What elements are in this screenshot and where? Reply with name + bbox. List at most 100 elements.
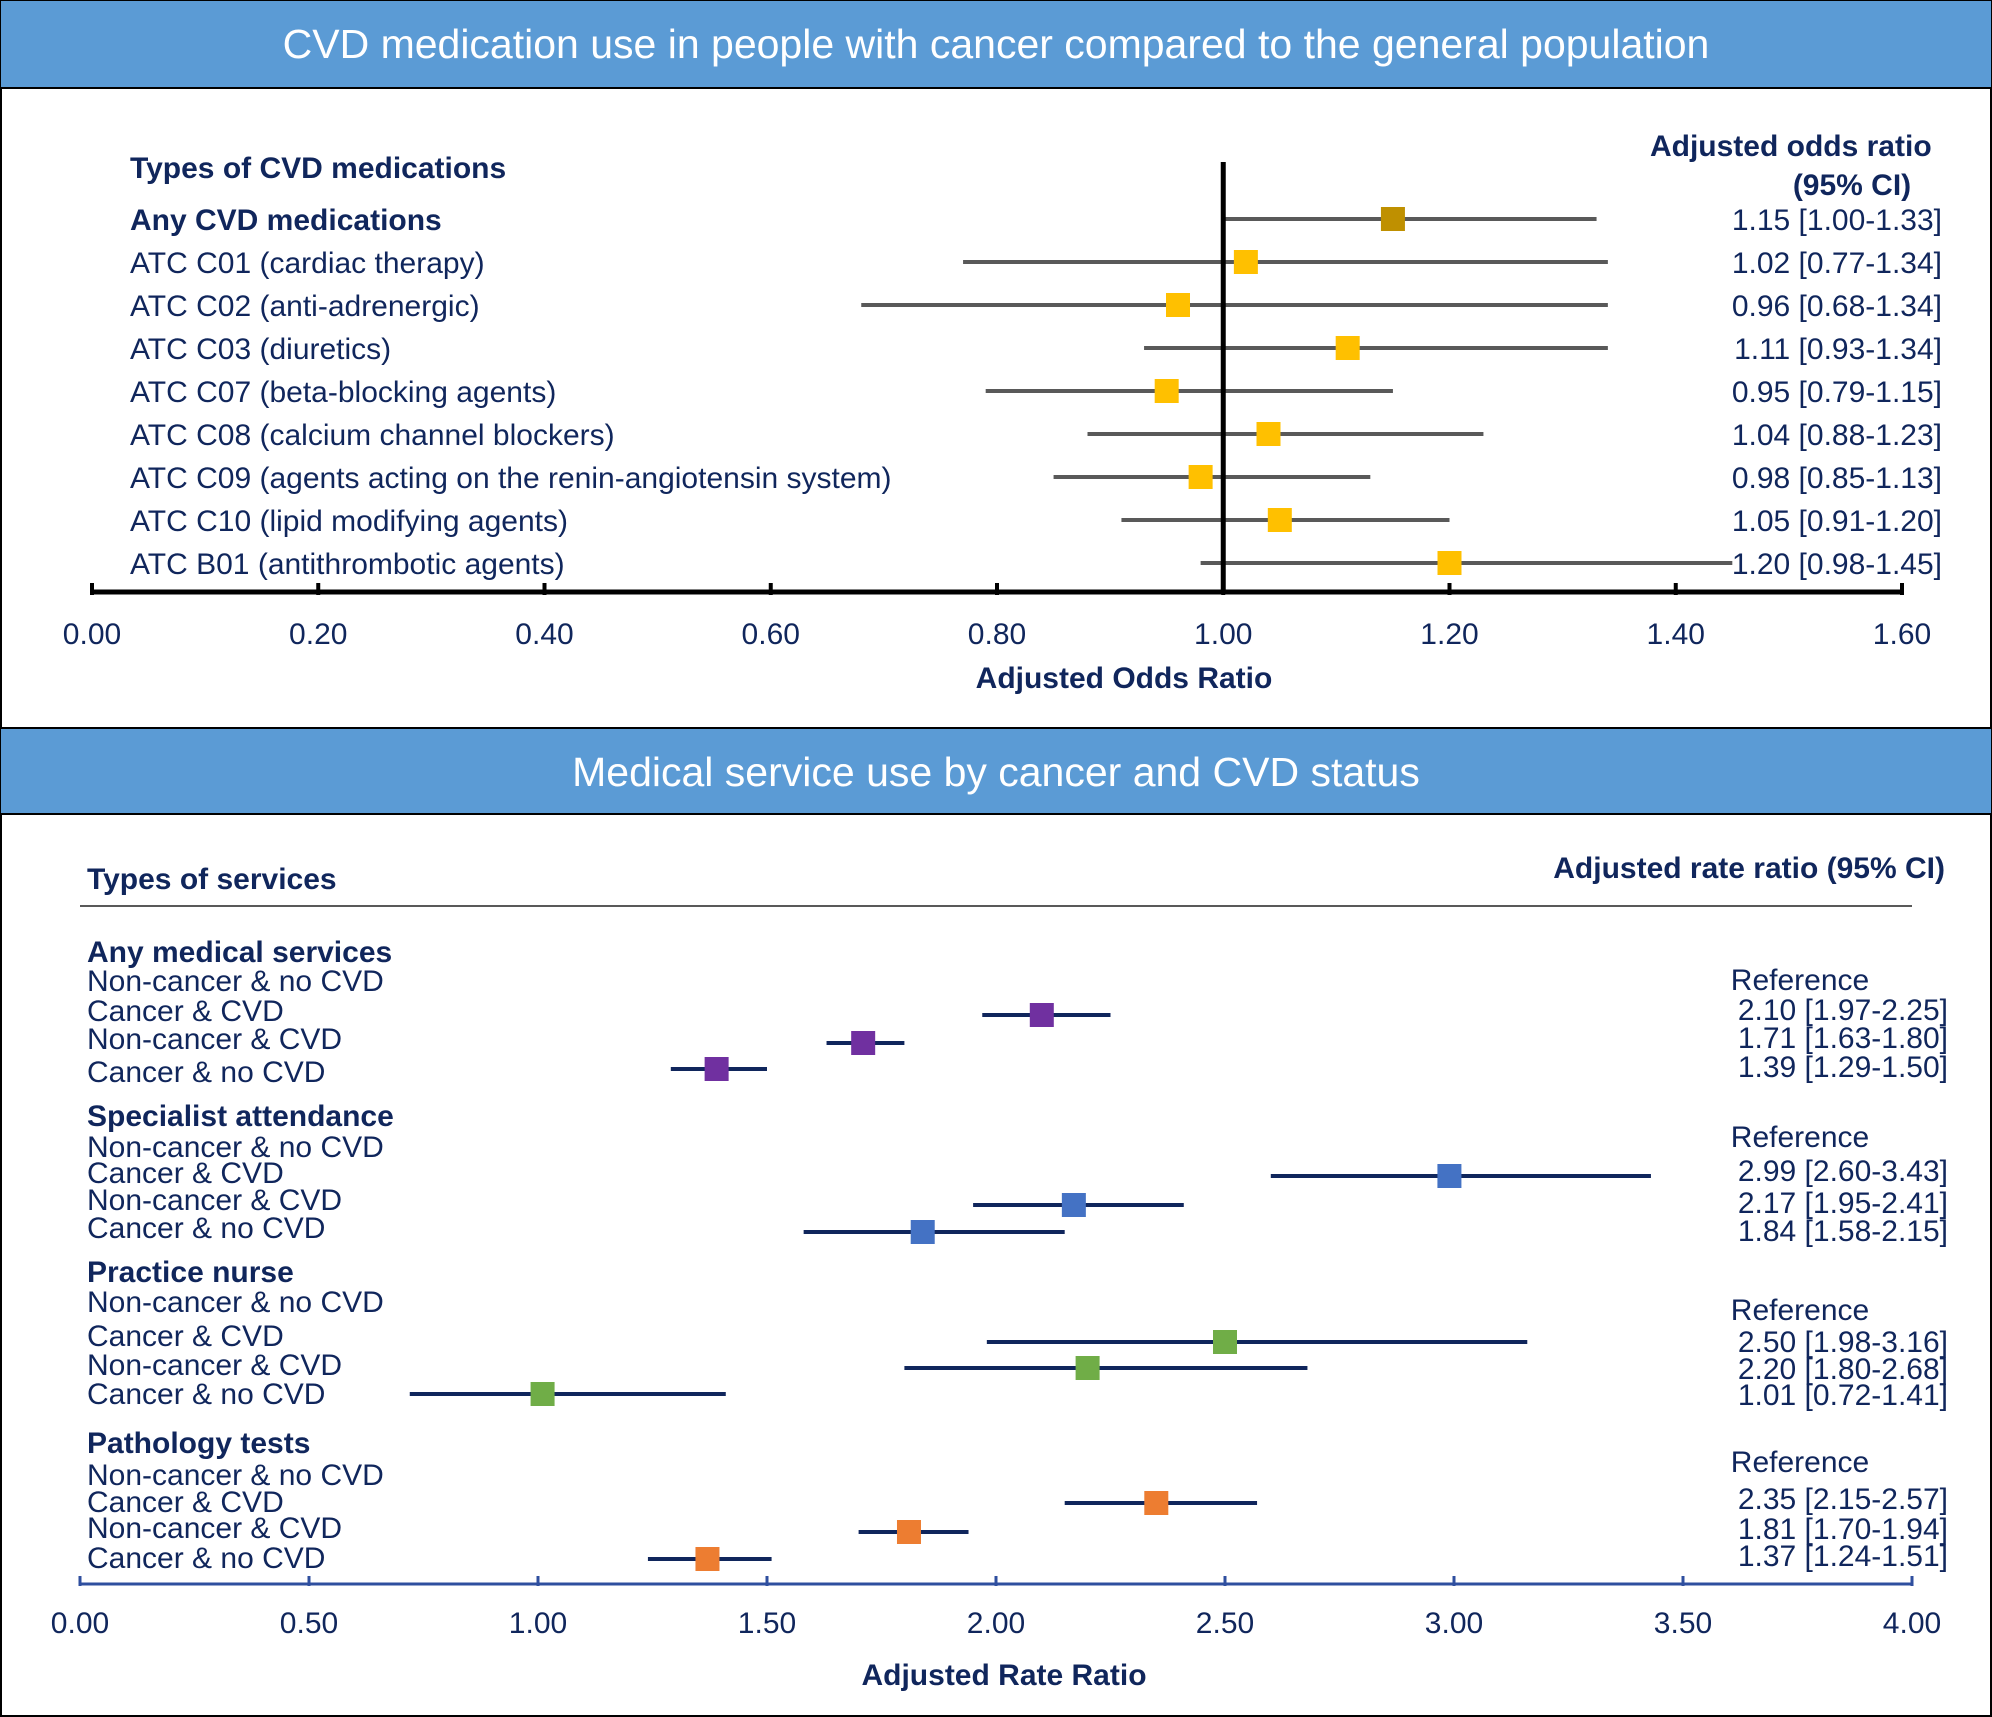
row-label: ATC C08 (calcium channel blockers) [130,419,615,452]
panel-1-title-banner [1,1,1991,88]
point-estimate-marker [1267,508,1292,532]
point-estimate-marker [1075,1356,1100,1380]
point-estimate-marker [910,1220,935,1244]
row-label: Non-cancer & CVD [87,1184,342,1217]
point-estimate-marker [1061,1193,1086,1217]
panel-2-title-banner [1,729,1991,814]
panel-1-right-header-line2: (95% CI) [1793,169,1911,202]
point-estimate-marker [1154,379,1179,403]
panel-1: CVD medication use in people with cancer… [1,1,1991,695]
ci-value-label: Reference [1731,1294,1869,1327]
point-estimate-marker [1029,1003,1054,1027]
row-label: Non-cancer & no CVD [87,965,384,998]
panel-2-x-axis-label: Adjusted Rate Ratio [861,1659,1146,1692]
point-estimate-marker [1256,422,1281,446]
panel-2-title: Medical service use by cancer and CVD st… [572,749,1420,795]
point-estimate-marker [1144,1491,1169,1515]
point-estimate-marker [530,1382,555,1406]
group-header: Specialist attendance [87,1100,394,1133]
panel-2: Medical service use by cancer and CVD st… [1,727,1991,1692]
row-label: Cancer & CVD [87,1486,284,1519]
ci-value-label: 1.20 [0.98-1.45] [1732,548,1942,581]
row-label: Cancer & CVD [87,995,284,1028]
ci-value-label: 0.96 [0.68-1.34] [1732,290,1942,323]
row-label: Cancer & CVD [87,1320,284,1353]
point-estimate-marker [1335,336,1360,360]
x-tick-label: 1.40 [1647,618,1705,651]
row-label: Non-cancer & CVD [87,1512,342,1545]
panel-1-x-axis: 0.00 0.20 0.40 0.60 0.80 1.00 1.20 1.40 1.60 [63,162,1931,651]
row-label: ATC C07 (beta-blocking agents) [130,376,556,409]
ci-value-label: 0.95 [0.79-1.15] [1732,376,1942,409]
point-estimate-marker [1233,250,1258,274]
x-tick-label: 4.00 [1883,1607,1941,1640]
x-tick-label: 2.00 [967,1607,1025,1640]
row-label: ATC C03 (diuretics) [130,333,391,366]
point-estimate-marker [1380,207,1405,231]
ci-value-label: 1.04 [0.88-1.23] [1732,419,1942,452]
row-label: ATC C02 (anti-adrenergic) [130,290,480,323]
point-estimate-marker [695,1547,720,1571]
row-label: Cancer & CVD [87,1157,284,1190]
ci-value-label: 1.05 [0.91-1.20] [1732,505,1942,538]
row-label: ATC C01 (cardiac therapy) [130,247,485,280]
ci-value-label: 2.10 [1.97-2.25] [1738,994,1948,1027]
row-label: Non-cancer & no CVD [87,1286,384,1319]
ci-value-label: 0.98 [0.85-1.13] [1732,462,1942,495]
x-tick-label: 1.00 [509,1607,567,1640]
point-estimate-marker [1437,551,1462,575]
ci-value-label: 1.01 [0.72-1.41] [1738,1379,1948,1412]
row-label: ATC C10 (lipid modifying agents) [130,505,568,538]
row-label: Any CVD medications [130,204,442,237]
ci-value-label: 1.39 [1.29-1.50] [1738,1051,1948,1084]
ci-value-label: 2.17 [1.95-2.41] [1738,1187,1948,1220]
x-tick-label: 1.50 [738,1607,796,1640]
row-label: Cancer & no CVD [87,1542,325,1575]
ci-value-label: Reference [1731,1121,1869,1154]
x-tick-label: 1.00 [1194,618,1252,651]
x-tick-label: 0.00 [51,1607,109,1640]
row-label: Non-cancer & no CVD [87,1459,384,1492]
ci-value-label: 1.15 [1.00-1.33] [1732,204,1942,237]
ci-value-label: 1.81 [1.70-1.94] [1738,1513,1948,1546]
ci-value-label: 1.71 [1.63-1.80] [1738,1022,1948,1055]
panel-2-left-header: Types of services [87,863,337,896]
panel-1-right-header: Adjusted odds ratio (95% CI) [1650,130,1940,202]
x-tick-label: 3.00 [1425,1607,1483,1640]
row-label: ATC B01 (antithrombotic agents) [130,548,565,581]
x-tick-label: 0.50 [280,1607,338,1640]
x-tick-label: 0.60 [742,618,800,651]
x-tick-label: 0.20 [289,618,347,651]
panel-1-right-header-line1: Adjusted odds ratio [1650,130,1932,163]
ci-value-label: 1.11 [0.93-1.34] [1734,333,1942,366]
panel-1-rows: Any CVD medications 1.15 [1.00-1.33] ATC C… [130,204,1942,581]
point-estimate-marker [896,1520,921,1544]
group-header: Pathology tests [87,1427,310,1460]
row-label: Cancer & no CVD [87,1212,325,1245]
point-estimate-marker [1188,465,1213,489]
row-label: Non-cancer & CVD [87,1023,342,1056]
group-header: Any medical services [87,936,392,969]
x-tick-label: 0.80 [968,618,1026,651]
ci-value-label: 1.02 [0.77-1.34] [1732,247,1942,280]
ci-value-label: 2.35 [2.15-2.57] [1738,1483,1948,1516]
ci-value-label: 2.99 [2.60-3.43] [1738,1155,1948,1188]
panel-1-x-axis-label: Adjusted Odds Ratio [976,662,1273,695]
row-label: Cancer & no CVD [87,1378,325,1411]
x-tick-label: 3.50 [1654,1607,1712,1640]
ci-value-label: 1.37 [1.24-1.51] [1738,1540,1948,1573]
ci-value-label: Reference [1731,1446,1869,1479]
ci-value-label: 2.50 [1.98-3.16] [1738,1326,1948,1359]
panel-1-title: CVD medication use in people with cancer… [283,21,1710,67]
point-estimate-marker [1166,293,1190,317]
point-estimate-marker [851,1031,876,1055]
panel-2-right-header: Adjusted rate ratio (95% CI) [1553,852,1945,885]
row-label: ATC C09 (agents acting on the renin-angi… [130,462,892,495]
x-tick-label: 2.50 [1196,1607,1254,1640]
point-estimate-marker [1213,1330,1237,1354]
x-tick-label: 1.20 [1420,618,1478,651]
x-tick-label: 0.00 [63,618,121,651]
